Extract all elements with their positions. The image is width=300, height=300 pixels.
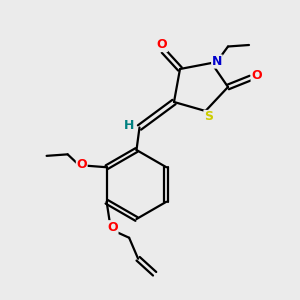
Text: O: O	[157, 38, 167, 52]
Text: O: O	[251, 68, 262, 82]
Text: S: S	[204, 110, 213, 124]
Text: N: N	[212, 55, 222, 68]
Text: H: H	[124, 118, 134, 132]
Text: O: O	[107, 221, 118, 234]
Text: O: O	[76, 158, 87, 171]
